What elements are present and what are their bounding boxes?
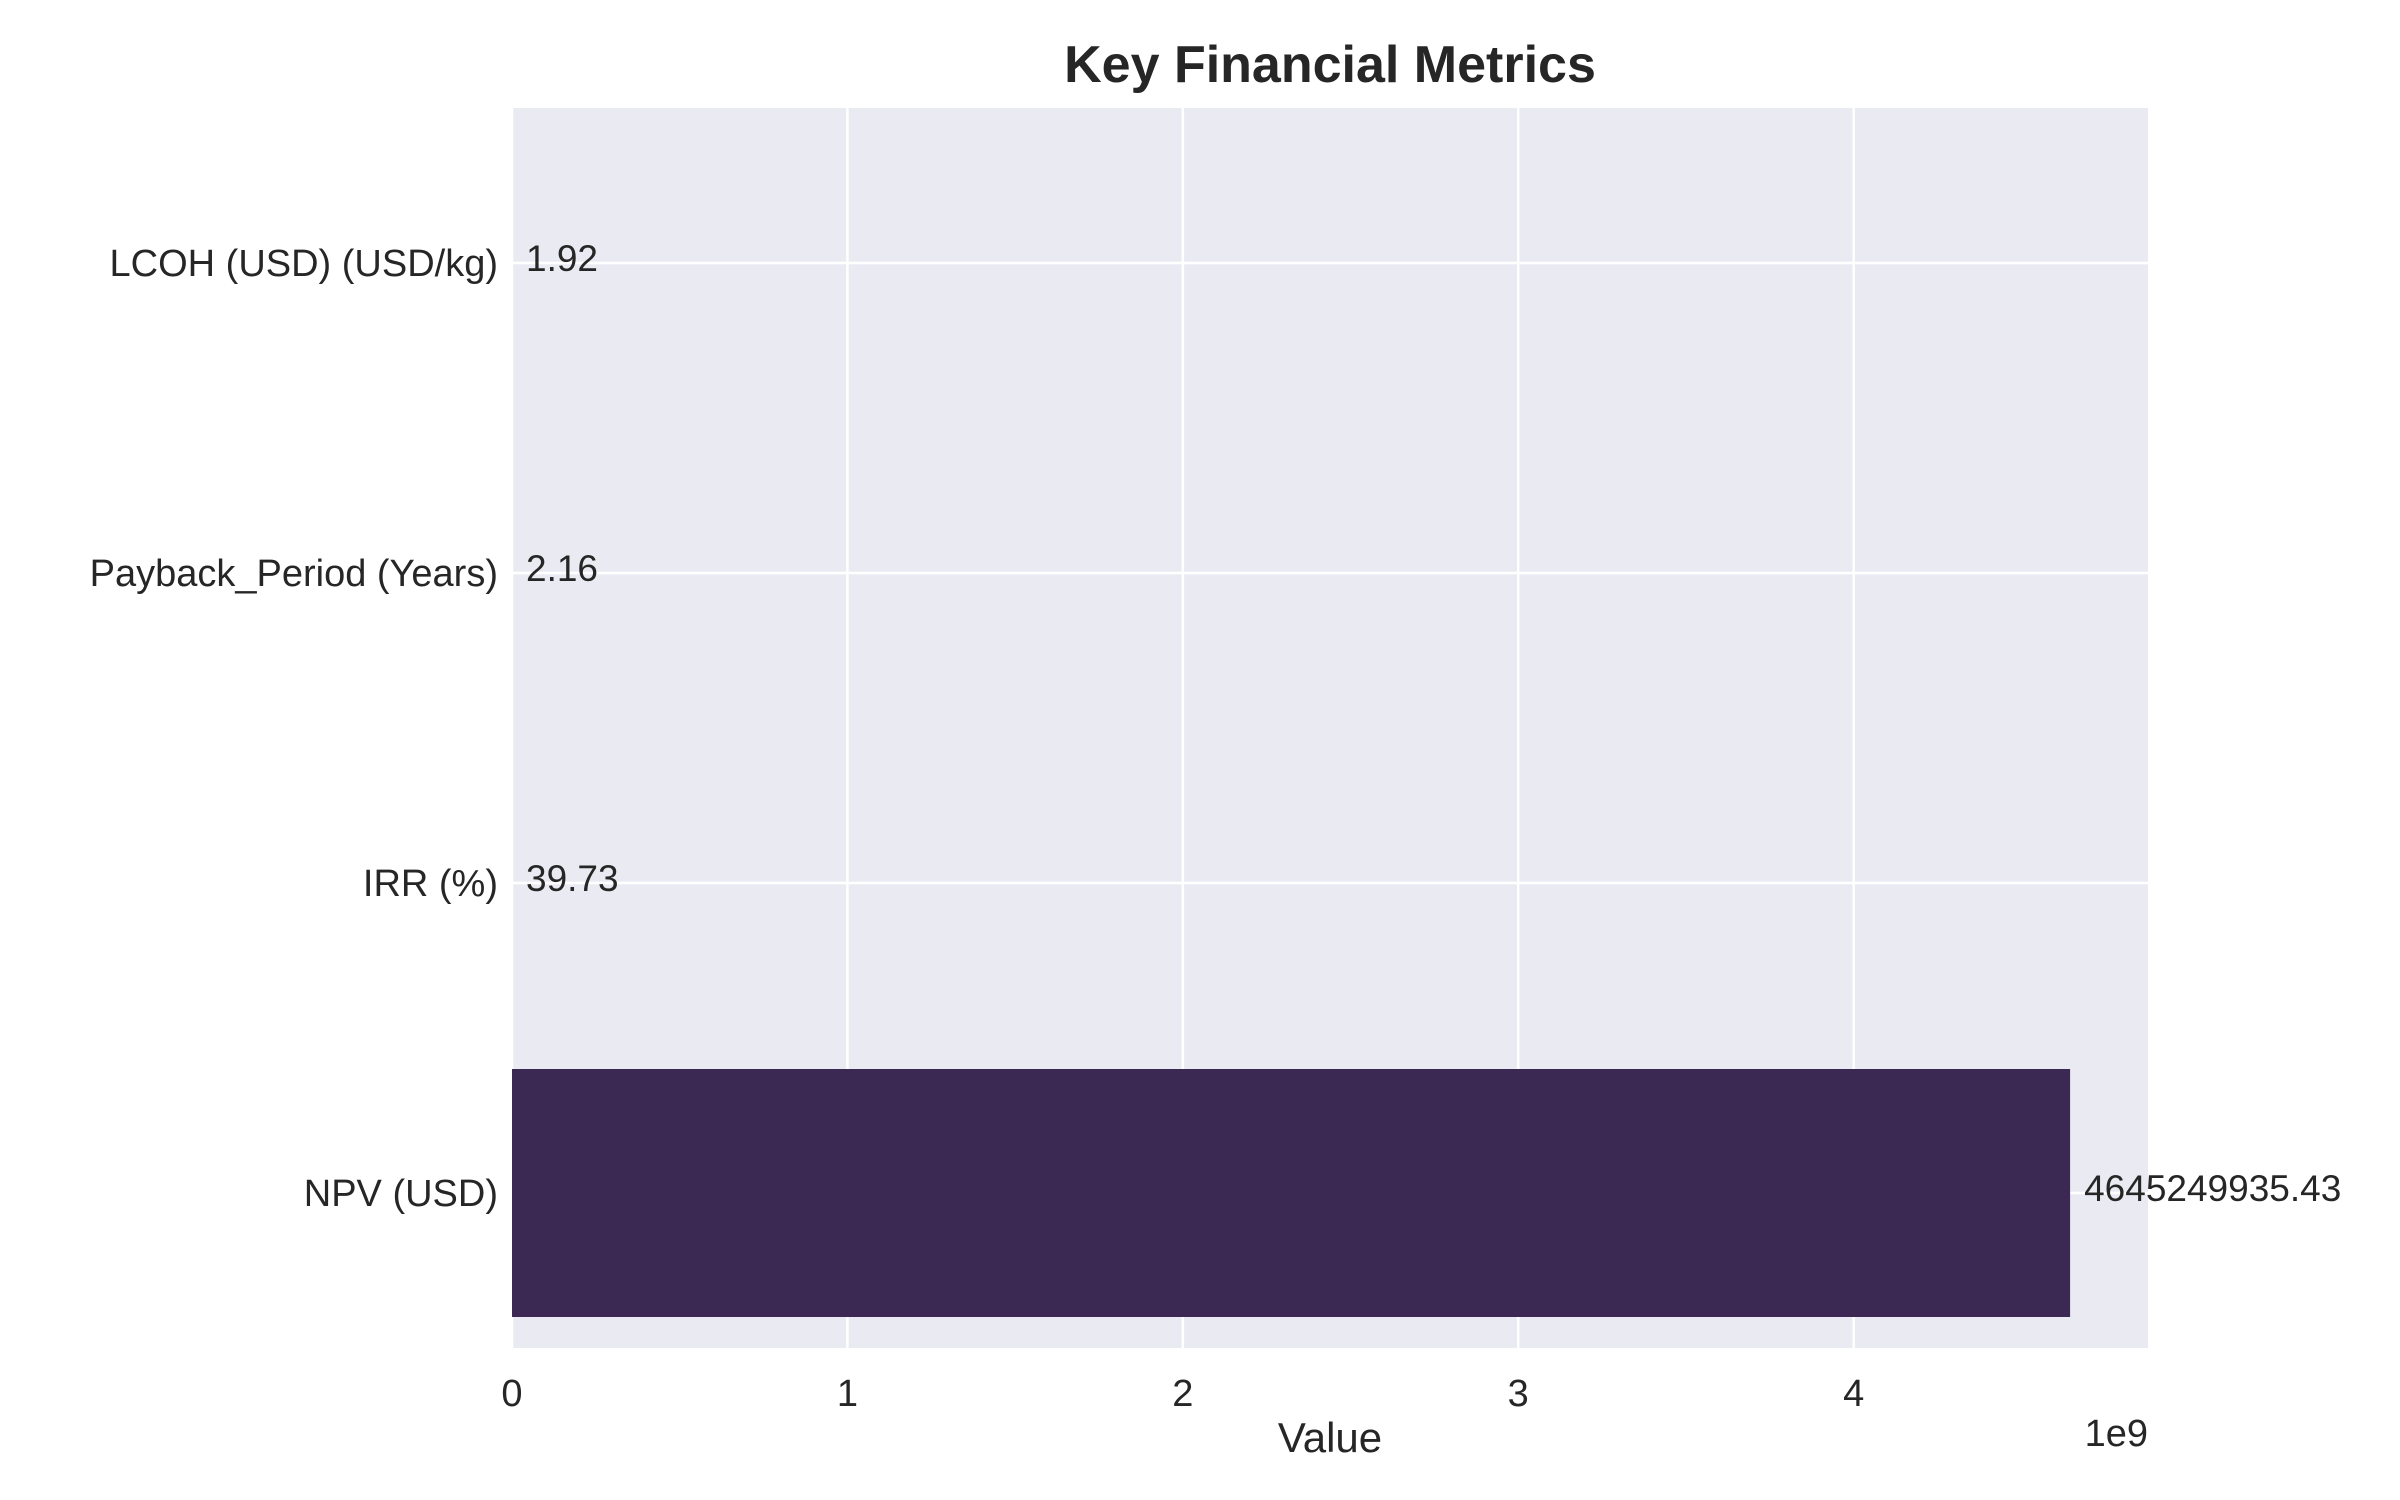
y-tick-label: NPV (USD) bbox=[304, 1173, 498, 1215]
bar-value-label: 4645249935.43 bbox=[2084, 1168, 2341, 1209]
x-tick-label: 3 bbox=[1508, 1373, 1529, 1415]
x-axis-label: Value bbox=[1278, 1414, 1382, 1461]
x-tick-label: 1 bbox=[837, 1373, 858, 1415]
x-tick-label: 2 bbox=[1172, 1373, 1193, 1415]
y-tick-label: LCOH (USD) (USD/kg) bbox=[110, 243, 498, 285]
data-labels: 4645249935.43 39.73 2.16 1.92 bbox=[526, 238, 2341, 1209]
bar-value-label: 39.73 bbox=[526, 858, 619, 899]
y-tick-label: Payback_Period (Years) bbox=[90, 553, 498, 595]
bar bbox=[512, 1069, 2071, 1317]
bar-value-label: 1.92 bbox=[526, 238, 598, 279]
x-axis-offset-label: 1e9 bbox=[2085, 1413, 2148, 1455]
chart-title: Key Financial Metrics bbox=[1064, 36, 1596, 94]
x-tick-labels: 0 1 2 3 4 bbox=[501, 1373, 1864, 1415]
x-tick-label: 4 bbox=[1843, 1373, 1864, 1415]
x-tick-label: 0 bbox=[501, 1373, 522, 1415]
y-tick-label: IRR (%) bbox=[363, 863, 498, 905]
bars bbox=[512, 1069, 2071, 1317]
bar-value-label: 2.16 bbox=[526, 548, 598, 589]
y-tick-labels: NPV (USD) IRR (%) Payback_Period (Years) LC… bbox=[90, 243, 498, 1215]
